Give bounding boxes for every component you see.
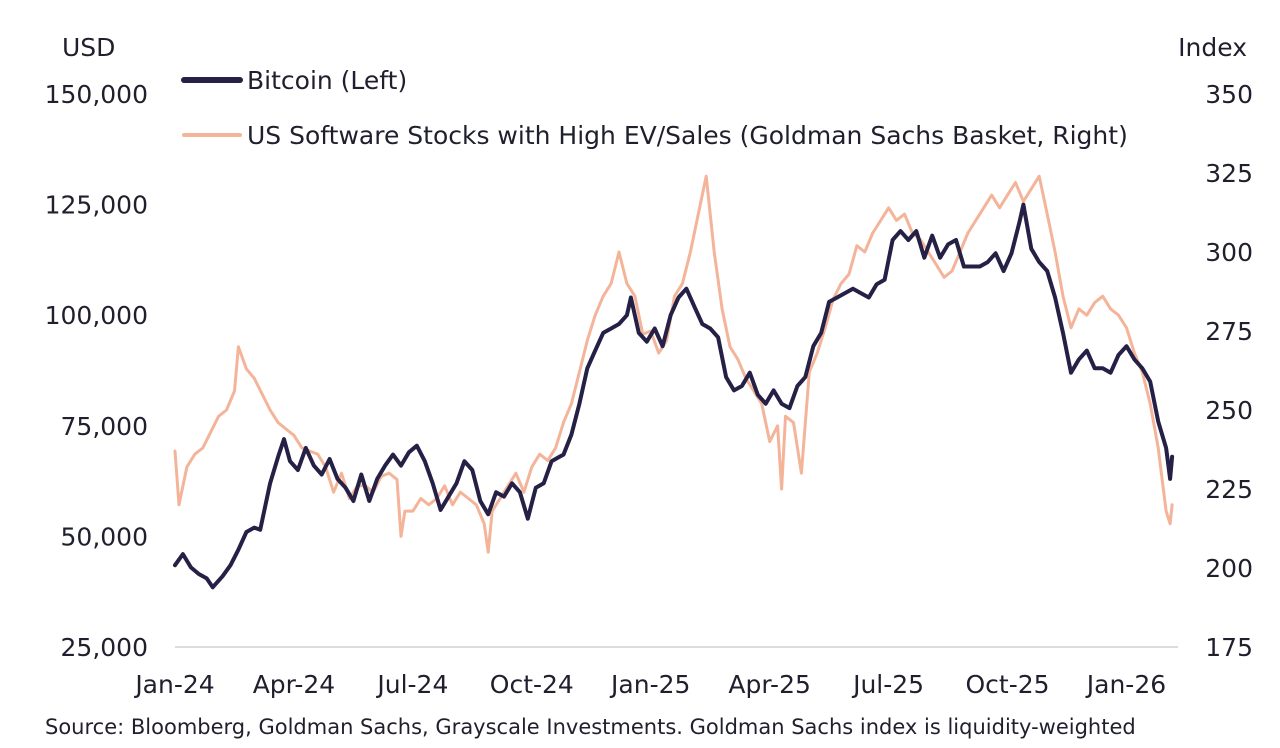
right-tick-label: 225 bbox=[1205, 475, 1253, 504]
left-tick-label: 75,000 bbox=[61, 412, 148, 441]
left-tick-label: 25,000 bbox=[61, 633, 148, 662]
source-note: Source: Bloomberg, Goldman Sachs, Graysc… bbox=[45, 715, 1136, 739]
right-tick-label: 350 bbox=[1205, 80, 1253, 109]
right-tick-label: 300 bbox=[1205, 238, 1253, 267]
series-line-software-stocks bbox=[173, 174, 1174, 554]
x-tick-label: Apr-25 bbox=[728, 670, 810, 699]
x-tick-label: Jan-26 bbox=[1085, 670, 1166, 699]
right-axis-unit: Index bbox=[1178, 33, 1247, 62]
legend: Bitcoin (Left) US Software Stocks with H… bbox=[181, 66, 1128, 150]
left-tick-label: 150,000 bbox=[45, 80, 148, 109]
x-tick-label: Oct-24 bbox=[490, 670, 574, 699]
series-layer bbox=[173, 174, 1175, 590]
legend-label-software-stocks: US Software Stocks with High EV/Sales (G… bbox=[247, 121, 1128, 150]
x-tick-label: Jul-25 bbox=[851, 670, 924, 699]
right-tick-label: 275 bbox=[1205, 317, 1253, 346]
left-axis-unit: USD bbox=[62, 33, 115, 62]
left-tick-label: 50,000 bbox=[61, 522, 148, 551]
x-tick-label: Jul-24 bbox=[375, 670, 448, 699]
right-tick-label: 200 bbox=[1205, 554, 1253, 583]
x-tick-label: Oct-25 bbox=[965, 670, 1049, 699]
x-axis-ticks: Jan-24 Apr-24 Jul-24 Oct-24 Jan-25 Apr-25 Jul-… bbox=[133, 670, 1166, 699]
x-tick-label: Jan-25 bbox=[609, 670, 690, 699]
x-tick-label: Jan-24 bbox=[133, 670, 214, 699]
right-tick-label: 325 bbox=[1205, 159, 1253, 188]
left-tick-label: 125,000 bbox=[45, 191, 148, 220]
left-axis-ticks: 150,000 125,000 100,000 75,000 50,000 25,000 bbox=[45, 80, 148, 662]
right-axis-ticks: 350 325 300 275 250 225 200 175 bbox=[1205, 80, 1253, 662]
x-tick-label: Apr-24 bbox=[253, 670, 335, 699]
right-tick-label: 175 bbox=[1205, 633, 1253, 662]
legend-label-bitcoin: Bitcoin (Left) bbox=[247, 66, 407, 95]
right-tick-label: 250 bbox=[1205, 396, 1253, 425]
left-tick-label: 100,000 bbox=[45, 301, 148, 330]
series-line-bitcoin bbox=[173, 202, 1175, 590]
